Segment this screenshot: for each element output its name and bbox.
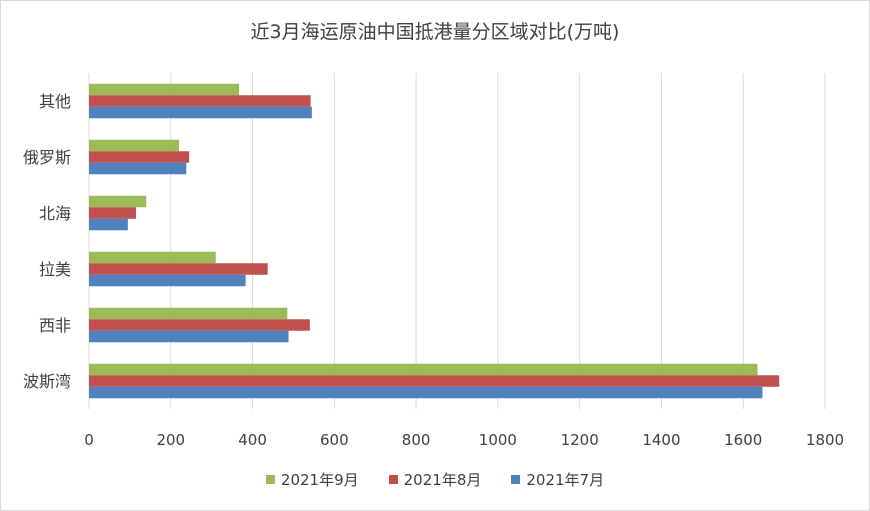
legend: 2021年9月 2021年8月 2021年7月 xyxy=(1,469,869,490)
x-tick-label: 1600 xyxy=(724,431,762,449)
chart-title: 近3月海运原油中国抵港量分区域对比(万吨) xyxy=(250,21,620,43)
bar xyxy=(89,274,246,287)
legend-label: 2021年7月 xyxy=(526,471,605,489)
x-tick-label: 800 xyxy=(402,431,431,449)
bar xyxy=(89,386,763,399)
category-label: 北海 xyxy=(39,204,71,223)
bar xyxy=(89,162,187,175)
bar xyxy=(89,263,268,275)
bar xyxy=(89,218,128,231)
bar xyxy=(89,307,288,320)
legend-label: 2021年8月 xyxy=(403,471,482,489)
x-tick-label: 0 xyxy=(84,431,94,449)
legend-item: 2021年7月 xyxy=(511,469,604,490)
bar xyxy=(89,106,312,119)
x-tick-label: 1000 xyxy=(479,431,517,449)
bar xyxy=(89,251,216,264)
legend-swatch xyxy=(511,475,521,484)
x-tick-label: 600 xyxy=(320,431,349,449)
x-tick-label: 1200 xyxy=(561,431,599,449)
legend-item: 2021年8月 xyxy=(388,469,482,490)
bar xyxy=(89,83,240,96)
bar xyxy=(89,319,310,331)
x-tick-label: 1400 xyxy=(642,431,680,449)
bar xyxy=(89,195,147,208)
bar xyxy=(89,207,137,219)
category-label: 俄罗斯 xyxy=(23,148,71,167)
bar xyxy=(89,375,780,387)
bar xyxy=(89,363,758,376)
category-label: 其他 xyxy=(39,92,71,111)
x-tick-label: 200 xyxy=(156,431,185,449)
legend-swatch xyxy=(265,475,275,484)
x-tick-label: 400 xyxy=(238,431,267,449)
category-label: 西非 xyxy=(39,316,71,335)
category-label: 波斯湾 xyxy=(23,372,71,391)
legend-item: 2021年9月 xyxy=(265,469,359,490)
legend-swatch xyxy=(388,475,398,484)
legend-label: 2021年9月 xyxy=(280,471,359,489)
bar xyxy=(89,139,179,152)
plot-area: 0 200 400 600 800 1000 1200 1400 1600 1800 波斯湾 西非 拉美… xyxy=(23,73,844,449)
bar xyxy=(89,151,190,163)
category-label: 拉美 xyxy=(39,260,71,279)
bar xyxy=(89,330,289,343)
x-tick-label: 1800 xyxy=(806,431,844,449)
bar xyxy=(89,95,311,107)
